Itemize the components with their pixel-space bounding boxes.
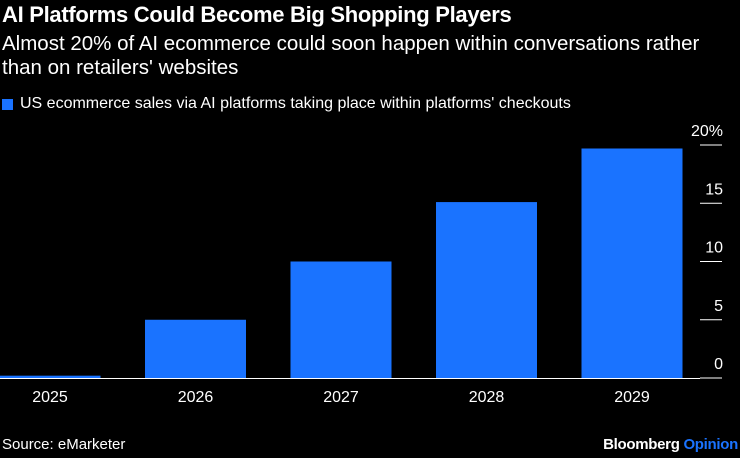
source-note: Source: eMarketer [2, 436, 126, 453]
brand-accent: Opinion [683, 436, 738, 453]
bar-2029 [581, 148, 683, 378]
bar-2028 [436, 202, 537, 378]
y-tick-label: 15 [705, 181, 723, 198]
y-tick-label: 5 [714, 298, 723, 315]
y-tick-label: 0 [714, 356, 723, 373]
y-tick-label: 10 [705, 240, 723, 257]
legend: US ecommerce sales via AI platforms taki… [2, 95, 571, 113]
bar-2026 [145, 319, 246, 378]
bar-2025 [0, 375, 101, 378]
x-tick-label: 2025 [32, 389, 68, 406]
x-tick-label: 2026 [178, 389, 214, 406]
y-tick-label: 20% [691, 123, 723, 140]
brand-main: Bloomberg [603, 436, 680, 453]
bar-2027 [290, 261, 392, 378]
chart-subtitle: Almost 20% of AI ecommerce could soon ha… [2, 32, 700, 79]
x-tick-label: 2029 [614, 389, 650, 406]
legend-swatch [2, 98, 13, 110]
chart-title: AI Platforms Could Become Big Shopping P… [2, 2, 512, 27]
x-tick-label: 2027 [323, 389, 359, 406]
x-tick-label: 2028 [469, 389, 505, 406]
brand-logo: Bloomberg Opinion [603, 436, 738, 453]
legend-label: US ecommerce sales via AI platforms taki… [20, 95, 571, 112]
